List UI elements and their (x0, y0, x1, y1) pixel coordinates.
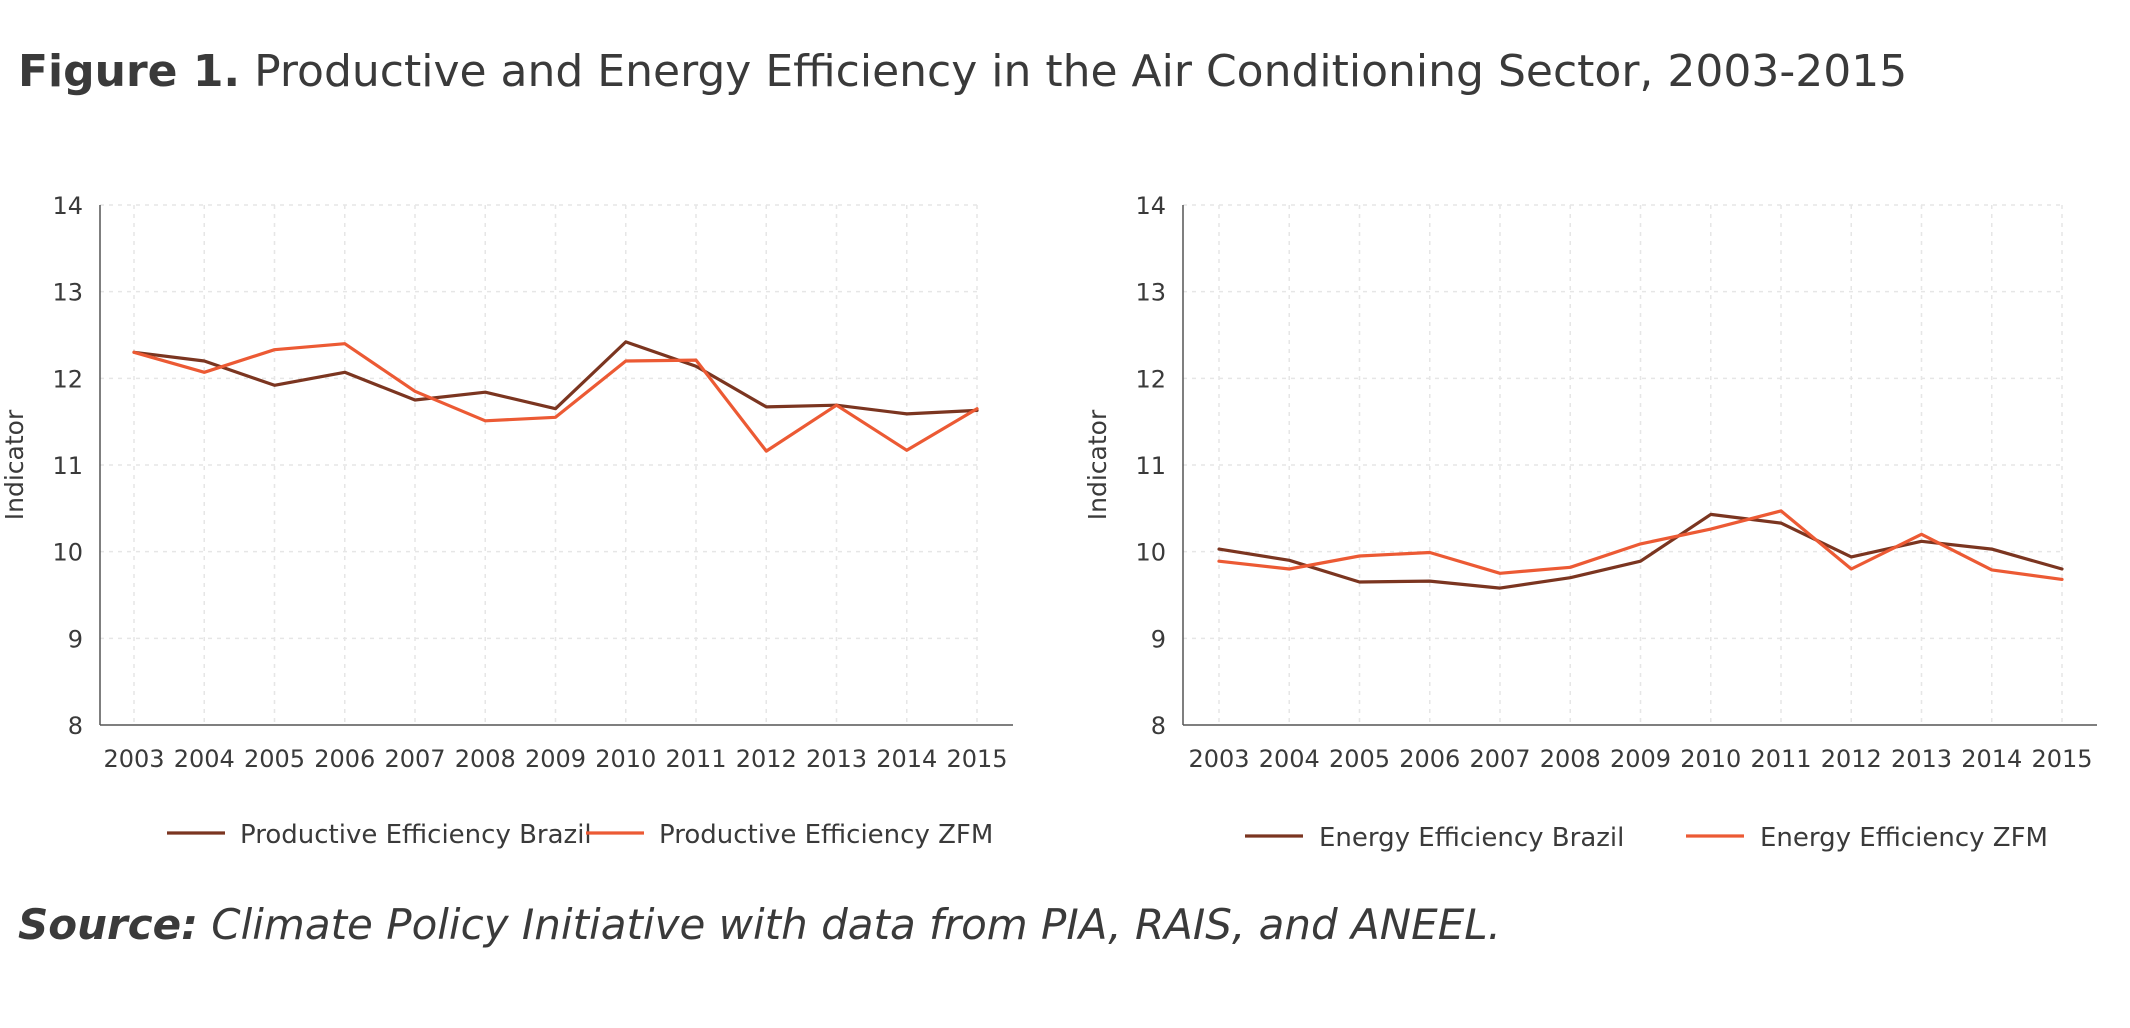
x-tick-label: 2011 (1750, 745, 1811, 773)
energy-efficiency-chart: 8 9 10 11 12 13 14 2003 2004 2005 2006 2007 2008 2009… (1083, 192, 2097, 853)
x-tick-label: 2005 (244, 745, 305, 773)
x-tick-label: 2007 (1469, 745, 1530, 773)
x-tick-label: 2014 (1961, 745, 2022, 773)
y-tick-label: 12 (1135, 365, 1166, 393)
x-tick-label: 2003 (103, 745, 164, 773)
y-tick-label: 13 (52, 279, 83, 307)
source-label: Source: (18, 900, 198, 949)
x-tick-label: 2011 (665, 745, 726, 773)
x-tick-label: 2010 (1680, 745, 1741, 773)
y-tick-label: 14 (1135, 192, 1166, 220)
energy-series-zfm-line (1217, 509, 2064, 582)
y-axis-title: Indicator (1083, 409, 1112, 520)
x-tick-label: 2014 (876, 745, 937, 773)
source-note: Source: Climate Policy Initiative with d… (18, 900, 1501, 949)
y-tick-label: 10 (1135, 539, 1166, 567)
y-tick-label: 8 (1151, 712, 1166, 740)
x-tick-label: 2012 (736, 745, 797, 773)
x-tick-label: 2015 (2031, 745, 2092, 773)
x-tick-label: 2009 (525, 745, 586, 773)
x-tick-label: 2009 (1610, 745, 1671, 773)
y-tick-label: 14 (52, 192, 83, 220)
y-axis-title: Indicator (0, 409, 29, 520)
x-tick-label: 2007 (384, 745, 445, 773)
legend-label: Energy Efficiency ZFM (1760, 823, 2048, 853)
x-tick-label: 2013 (806, 745, 867, 773)
energy-series-brazil-line (1217, 512, 2064, 590)
x-tick-label: 2005 (1329, 745, 1390, 773)
x-tick-label: 2006 (1399, 745, 1460, 773)
y-tick-label: 8 (68, 712, 83, 740)
figure-title-label: Figure 1. (18, 46, 241, 97)
x-tick-label: 2008 (1540, 745, 1601, 773)
figure-title: Figure 1. Productive and Energy Efficien… (18, 46, 1907, 97)
y-tick-label: 11 (1135, 452, 1166, 480)
x-tick-label: 2012 (1821, 745, 1882, 773)
x-tick-label: 2010 (595, 745, 656, 773)
y-tick-label: 13 (1135, 279, 1166, 307)
legend-label: Productive Efficiency ZFM (659, 820, 993, 850)
y-tick-label: 9 (1151, 625, 1166, 653)
legend-label: Productive Efficiency Brazil (240, 820, 592, 850)
x-tick-label: 2003 (1188, 745, 1249, 773)
figure-title-text: Productive and Energy Efficiency in the … (254, 46, 1908, 97)
legend-label: Energy Efficiency Brazil (1319, 823, 1624, 853)
y-tick-label: 11 (52, 452, 83, 480)
x-tick-label: 2013 (1891, 745, 1952, 773)
source-text: Climate Policy Initiative with data from… (211, 900, 1501, 949)
x-tick-label: 2015 (946, 745, 1007, 773)
x-tick-label: 2006 (314, 745, 375, 773)
productive-series-zfm-line (132, 342, 979, 453)
y-tick-label: 12 (52, 365, 83, 393)
y-tick-label: 9 (68, 625, 83, 653)
y-tick-label: 10 (52, 539, 83, 567)
x-tick-label: 2008 (455, 745, 516, 773)
x-tick-label: 2004 (1259, 745, 1320, 773)
productive-efficiency-chart: 8 9 10 11 12 13 14 2003 2004 2005 2006 2007 2008 2009… (0, 192, 1013, 850)
x-tick-label: 2004 (174, 745, 235, 773)
